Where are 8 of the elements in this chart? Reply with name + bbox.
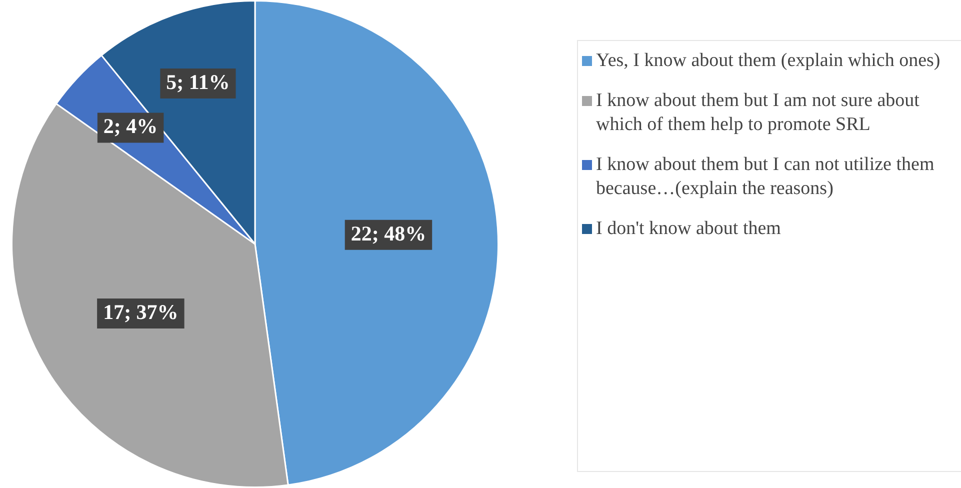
- data-label: 2; 4%: [103, 114, 158, 138]
- legend-label: Yes, I know about them (explain which ones): [596, 49, 940, 73]
- data-label: 5; 11%: [166, 70, 230, 94]
- legend-label: I know about them but I am not sure about which of them help to promote SRL: [596, 89, 920, 137]
- legend-label: I don't know about them: [596, 217, 781, 241]
- data-label: 22; 48%: [350, 221, 426, 246]
- legend-label: I know about them but I can not utilize them because…(explain the reasons): [596, 153, 936, 201]
- data-label: 17; 37%: [103, 300, 178, 324]
